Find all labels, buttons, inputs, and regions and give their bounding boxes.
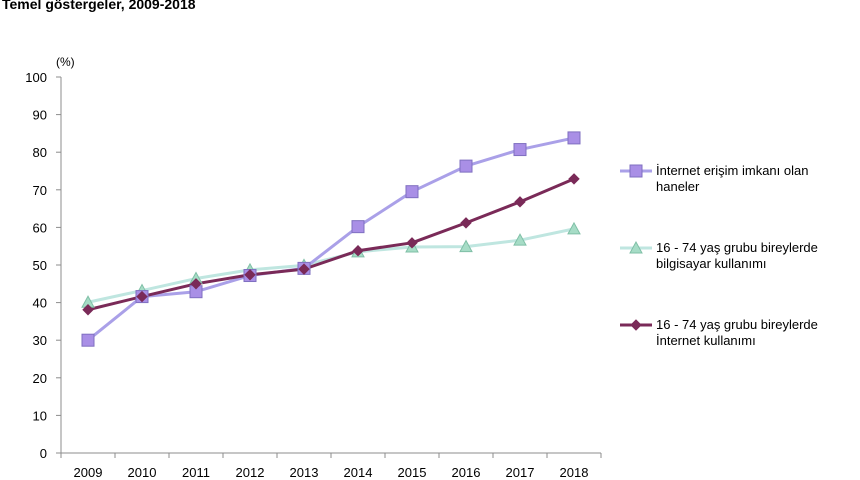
data-point-2 <box>406 237 418 249</box>
data-point-1 <box>459 239 473 253</box>
y-tick-label: 70 <box>33 183 47 198</box>
data-point-1 <box>567 221 581 235</box>
x-tick-label: 2011 <box>182 465 210 480</box>
legend-swatch-triangle <box>620 240 652 254</box>
x-tick-label: 2016 <box>452 465 481 480</box>
data-point-0 <box>567 131 581 145</box>
data-point-2 <box>190 278 202 290</box>
data-point-2 <box>460 217 472 229</box>
x-tick-label: 2015 <box>398 465 427 480</box>
data-point-0 <box>351 220 365 234</box>
series-markers <box>81 131 581 347</box>
data-point-2 <box>244 269 256 281</box>
y-tick-label: 100 <box>25 70 47 85</box>
legend-marker <box>630 319 642 331</box>
series-line-2 <box>87 177 575 312</box>
y-tick-label: 40 <box>33 296 47 311</box>
data-point-2 <box>352 245 364 257</box>
legend-swatch-square <box>620 164 652 178</box>
series-line-0 <box>87 136 575 342</box>
series-lines <box>87 136 575 342</box>
legend-label: 16 - 74 yaş grubu bireylerde İnternet ku… <box>656 317 818 348</box>
data-point-0 <box>81 333 95 347</box>
data-point-2 <box>298 263 310 275</box>
y-tick-label: 90 <box>33 108 47 123</box>
x-tick-label: 2014 <box>344 465 373 480</box>
x-tick-label: 2013 <box>290 465 319 480</box>
legend-label: İnternet erişim imkanı olan haneler <box>656 163 809 194</box>
y-tick-label: 0 <box>40 446 47 461</box>
x-tick-label: 2017 <box>506 465 535 480</box>
y-tick-label: 10 <box>33 408 47 423</box>
x-tick-label: 2010 <box>128 465 157 480</box>
data-point-2 <box>82 304 94 316</box>
data-point-0 <box>459 159 473 173</box>
x-tick-label: 2012 <box>236 465 265 480</box>
legend-marker <box>629 240 643 254</box>
data-point-0 <box>513 143 527 157</box>
y-tick-label: 30 <box>33 333 47 348</box>
y-tick-label: 80 <box>33 145 47 160</box>
y-tick-label: 50 <box>33 258 47 273</box>
data-point-2 <box>514 196 526 208</box>
chart-title: Temel göstergeler, 2009-2018 <box>2 0 196 12</box>
legend-swatch-diamond <box>620 319 652 331</box>
chart-axes: 0 10 20 30 40 50 60 70 80 90 100 (%) 2009 2010 2011 201… <box>25 55 602 480</box>
x-tick-label: 2009 <box>74 465 103 480</box>
y-tick-label: 20 <box>33 371 47 386</box>
data-point-0 <box>405 185 419 199</box>
legend-marker <box>629 164 643 178</box>
legend-label: 16 - 74 yaş grubu bireylerde bilgisayar … <box>656 240 818 271</box>
data-point-1 <box>513 233 527 246</box>
data-point-2 <box>568 173 580 185</box>
y-tick-label: 60 <box>33 220 47 235</box>
x-tick-label: 2018 <box>560 465 589 480</box>
y-unit-label: (%) <box>56 55 75 69</box>
data-point-2 <box>136 290 148 303</box>
